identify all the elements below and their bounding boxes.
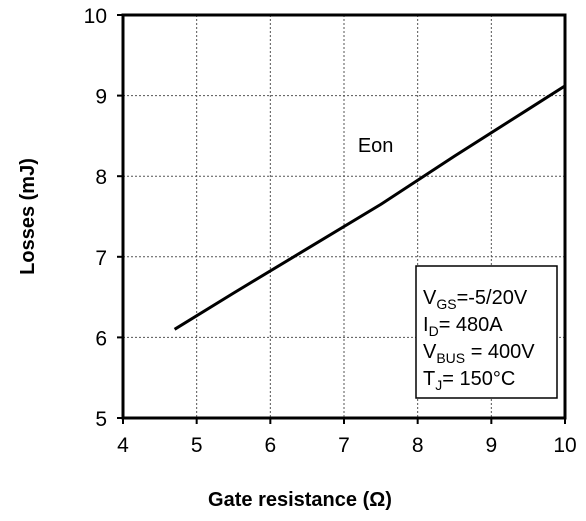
conditions-box-frame (415, 265, 558, 399)
y-axis-title: Losses (mJ) (17, 158, 39, 275)
x-tick-label: 5 (191, 434, 203, 457)
y-tick-label: 10 (84, 5, 107, 28)
condition-line: VBUS = 400V (423, 341, 535, 366)
x-tick-label: 8 (412, 434, 424, 457)
x-tick-label: 4 (117, 434, 129, 457)
y-tick-label: 5 (95, 408, 107, 431)
x-tick-label: 7 (338, 434, 350, 457)
y-tick-label: 8 (95, 166, 107, 189)
x-tick-label: 6 (264, 434, 276, 457)
series-label-eon: Eon (358, 135, 394, 157)
annotations: Eon (358, 135, 394, 157)
y-tick-label: 6 (95, 327, 107, 350)
x-tick-label: 10 (553, 434, 576, 457)
plot-frame (121, 13, 567, 420)
condition-line: ID= 480A (423, 314, 503, 339)
series-line-eon (173, 84, 566, 331)
series (173, 84, 566, 331)
y-tick-label: 7 (95, 247, 107, 270)
condition-line: TJ= 150°C (423, 368, 515, 393)
condition-line: VGS=-5/20V (423, 287, 528, 312)
grid (123, 15, 565, 418)
y-tick-label: 9 (95, 86, 107, 109)
x-axis-title: Gate resistance (Ω) (208, 489, 392, 511)
x-tick-label: 9 (485, 434, 497, 457)
